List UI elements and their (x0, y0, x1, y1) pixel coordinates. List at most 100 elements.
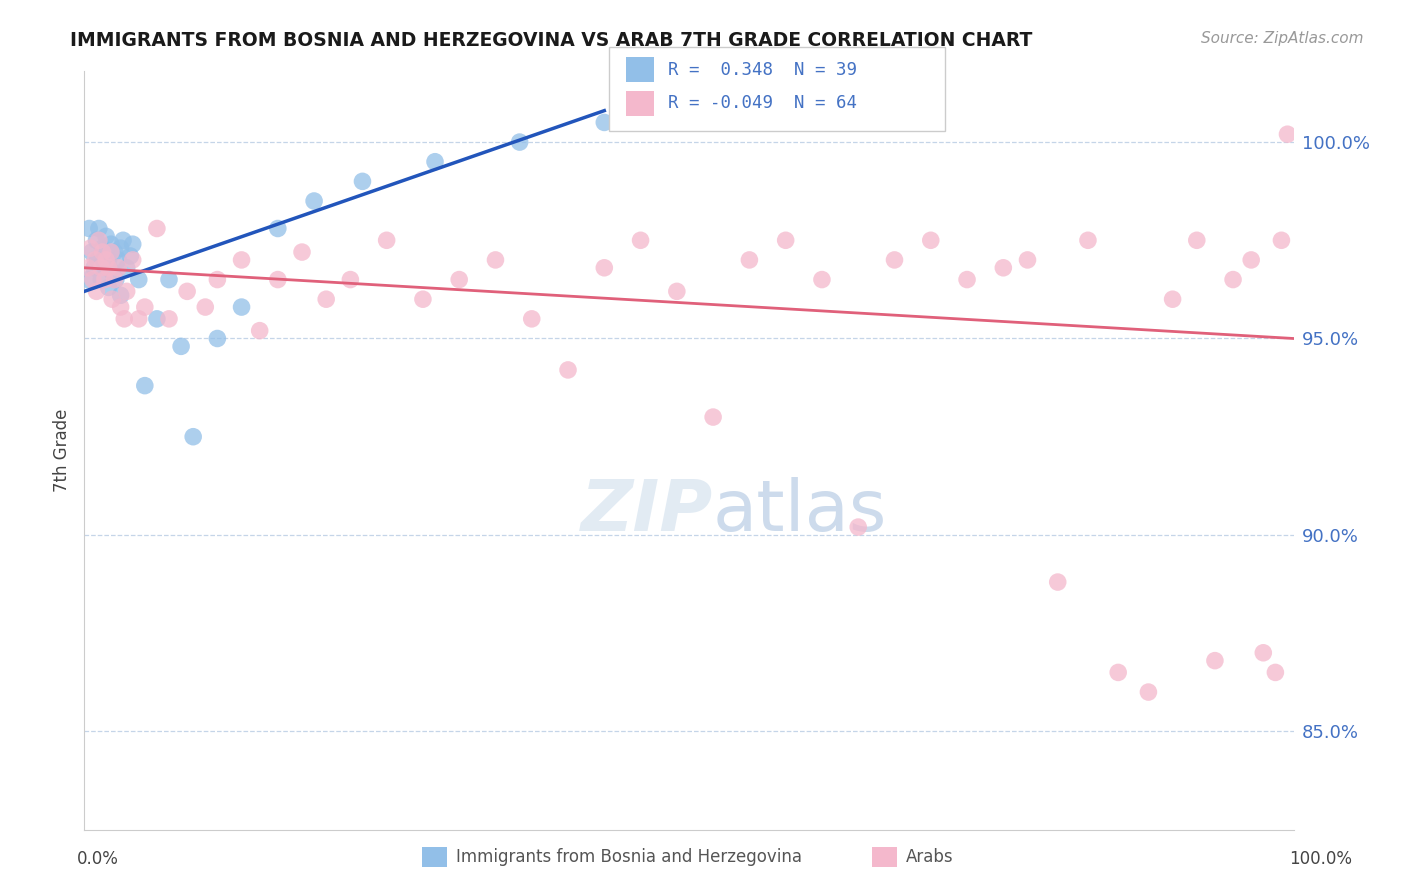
Point (1270, 233, 1292, 247)
Point (87, 221, 110, 235)
Point (90, 260, 112, 275)
Text: Arabs: Arabs (905, 848, 953, 866)
Point (339, 272, 361, 286)
Point (104, 272, 127, 286)
Point (1204, 654, 1226, 668)
Point (100, 245, 122, 260)
Point (291, 245, 314, 260)
Point (593, 115, 616, 129)
Text: IMMIGRANTS FROM BOSNIA AND HERZEGOVINA VS ARAB 7TH GRADE CORRELATION CHART: IMMIGRANTS FROM BOSNIA AND HERZEGOVINA V… (70, 31, 1032, 50)
Point (267, 272, 290, 286)
Point (267, 221, 290, 235)
Point (231, 300, 253, 314)
Point (107, 260, 129, 275)
Point (181, 430, 204, 444)
Text: 0.0%: 0.0% (77, 850, 120, 868)
Point (101, 265, 124, 279)
Point (90, 272, 112, 286)
Point (665, 285, 688, 299)
Point (79, 241, 101, 255)
Point (207, 272, 229, 286)
Point (110, 241, 132, 255)
Point (484, 252, 506, 267)
Text: Immigrants from Bosnia and Herzegovina: Immigrants from Bosnia and Herzegovina (456, 848, 801, 866)
Point (82, 272, 104, 286)
Text: atlas: atlas (713, 476, 887, 546)
Point (509, 135, 531, 149)
Point (375, 233, 398, 247)
Point (302, 194, 325, 208)
Point (170, 339, 193, 353)
Point (775, 233, 797, 247)
Point (87, 233, 110, 247)
Point (112, 233, 135, 247)
Point (1161, 292, 1184, 306)
Point (702, 410, 724, 425)
Point (1264, 665, 1286, 680)
Point (86, 285, 108, 299)
Point (1137, 685, 1160, 699)
Point (94, 272, 117, 286)
Point (91, 241, 114, 255)
Point (83, 260, 105, 275)
Point (1046, 575, 1069, 590)
Point (91, 245, 114, 260)
Point (883, 252, 905, 267)
Point (315, 292, 337, 306)
Point (134, 300, 156, 314)
Point (101, 292, 124, 306)
Point (352, 174, 374, 188)
Point (77, 221, 100, 235)
Point (86, 233, 108, 247)
Text: R = -0.049  N = 64: R = -0.049 N = 64 (668, 95, 856, 112)
Point (1253, 646, 1275, 660)
Point (1240, 252, 1263, 267)
Point (207, 331, 229, 345)
Point (120, 249, 142, 263)
Point (1277, 127, 1299, 141)
Point (423, 154, 446, 169)
Point (107, 252, 129, 267)
Point (93, 249, 115, 263)
Point (110, 288, 132, 302)
Point (112, 311, 135, 326)
Point (77, 260, 100, 275)
Y-axis label: 7th Grade: 7th Grade (53, 409, 72, 492)
Point (104, 245, 127, 260)
Point (993, 260, 1015, 275)
Point (520, 311, 543, 326)
Point (157, 311, 180, 326)
Point (115, 285, 138, 299)
Point (557, 363, 579, 377)
Point (920, 233, 942, 247)
Point (956, 272, 979, 286)
Point (77, 272, 100, 286)
Point (91, 257, 114, 271)
Point (100, 237, 122, 252)
Point (97, 252, 120, 267)
Point (97, 280, 120, 294)
Text: Source: ZipAtlas.com: Source: ZipAtlas.com (1201, 31, 1364, 46)
Point (630, 233, 652, 247)
Point (128, 311, 150, 326)
Point (94, 252, 117, 267)
Point (249, 324, 271, 338)
Point (593, 260, 616, 275)
Point (1222, 272, 1244, 286)
Point (449, 272, 471, 286)
Point (811, 272, 834, 286)
Point (846, 520, 869, 534)
Point (146, 221, 169, 235)
Text: R =  0.348  N = 39: R = 0.348 N = 39 (668, 61, 856, 78)
Point (412, 292, 434, 306)
Point (1185, 233, 1208, 247)
Text: 100.0%: 100.0% (1289, 850, 1353, 868)
Point (157, 272, 180, 286)
Point (1107, 665, 1129, 680)
Point (121, 237, 143, 252)
Point (231, 252, 253, 267)
Point (86, 252, 108, 267)
Point (194, 300, 217, 314)
Point (115, 260, 138, 275)
Point (80, 245, 103, 260)
